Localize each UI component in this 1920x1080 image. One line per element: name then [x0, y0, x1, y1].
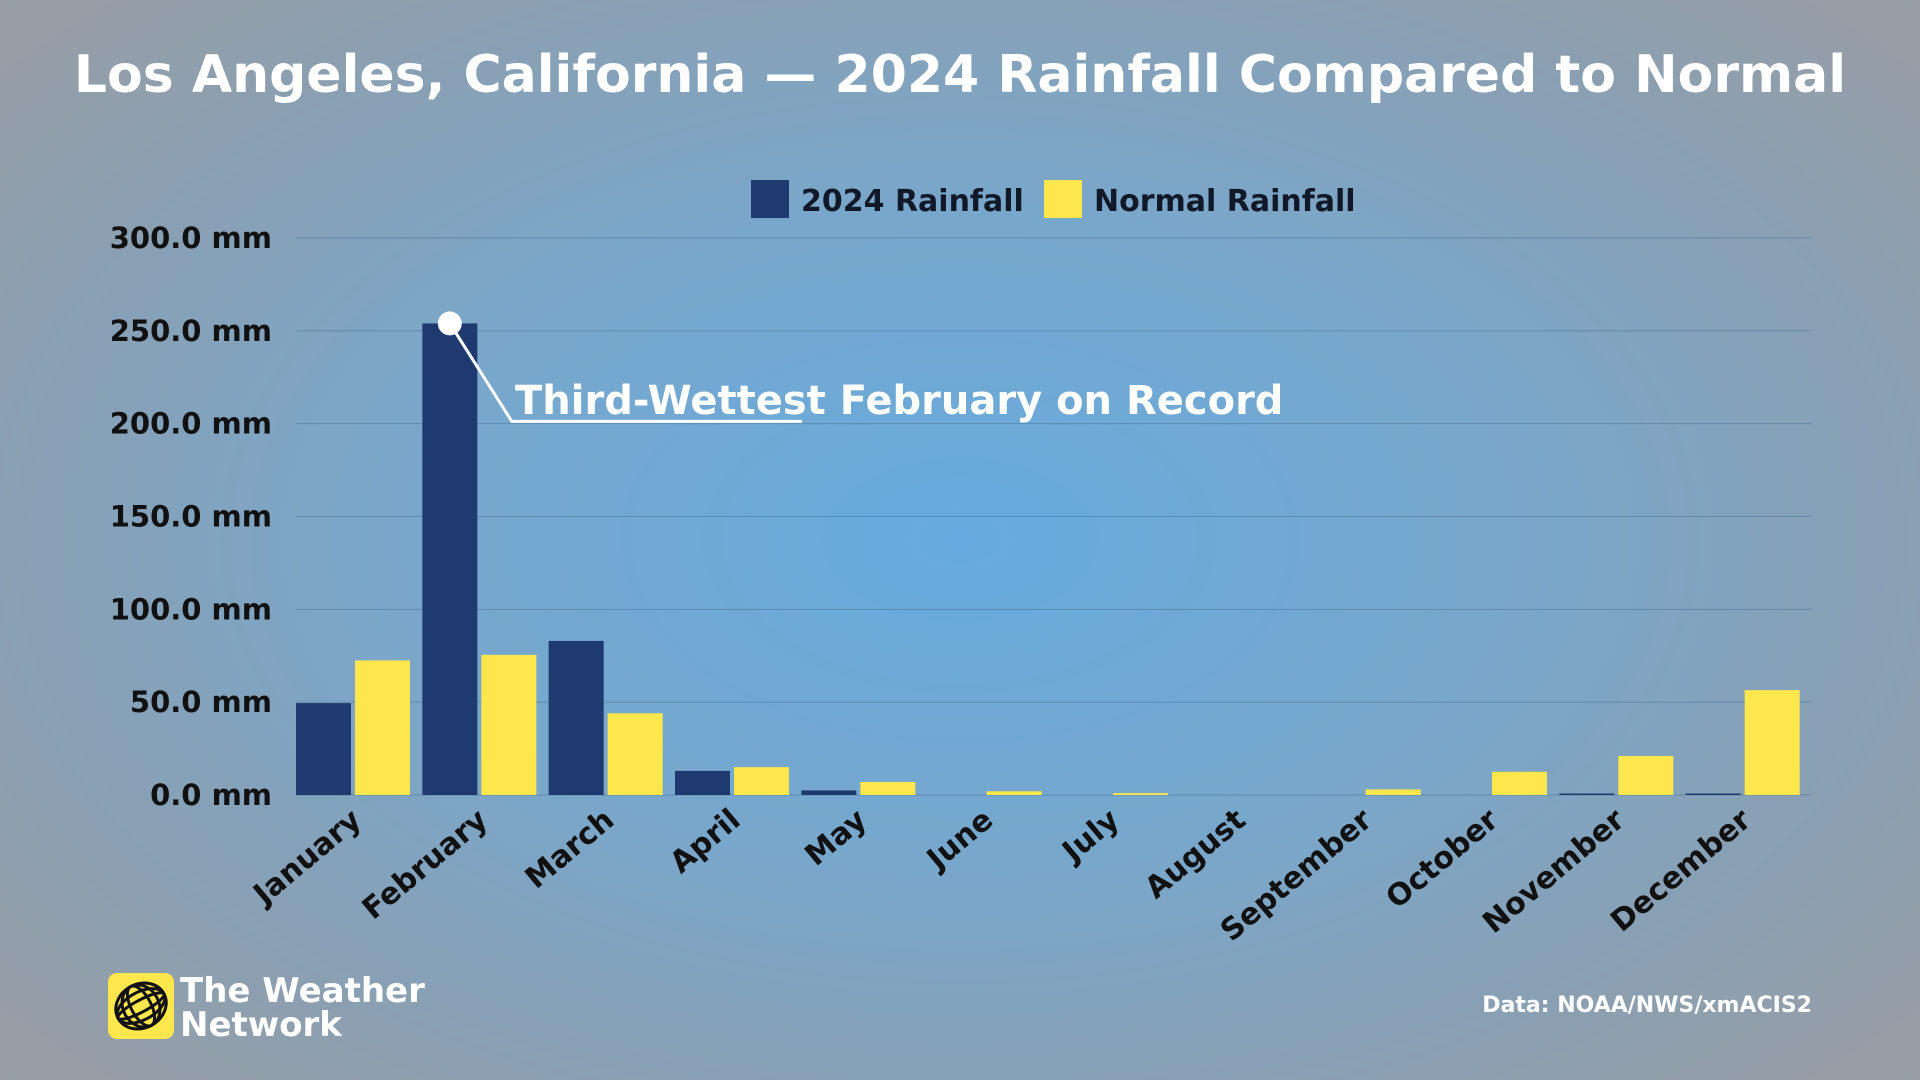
logo-text-line1: The Weather	[180, 971, 425, 1011]
bar-2024-rainfall-may	[801, 790, 857, 795]
bar-2024-rainfall-january	[296, 703, 351, 795]
annotation-text: Third-Wettest February on Record	[515, 378, 1283, 424]
globe-icon-lines	[114, 981, 168, 1031]
y-tick-label: 0.0 mm	[150, 778, 272, 812]
bar-2024-rainfall-february	[422, 323, 478, 795]
x-tick-label-february: February	[356, 802, 495, 927]
bar-normal-rainfall-april	[734, 767, 789, 795]
bar-normal-rainfall-may	[860, 782, 916, 795]
chart-title: Los Angeles, California — 2024 Rainfall …	[74, 45, 1846, 105]
bar-normal-rainfall-september	[1365, 789, 1421, 795]
x-tick-label-may: May	[798, 802, 873, 873]
x-tick-label-july: July	[1055, 802, 1127, 870]
x-tick-label-october: October	[1380, 802, 1506, 916]
y-tick-label: 100.0 mm	[110, 592, 272, 626]
bar-normal-rainfall-december	[1744, 690, 1800, 795]
bar-normal-rainfall-march	[607, 713, 663, 795]
bar-2024-rainfall-april	[675, 770, 730, 795]
y-tick-label: 250.0 mm	[110, 314, 272, 348]
x-tick-label-april: April	[663, 802, 747, 880]
y-tick-label: 50.0 mm	[130, 685, 272, 719]
x-tick-label-august: August	[1139, 802, 1253, 906]
bar-2024-rainfall-november	[1559, 793, 1615, 795]
annotation-marker-dot	[437, 311, 462, 336]
chart-legend: 2024 Rainfall Normal Rainfall	[751, 180, 1356, 219]
bar-2024-rainfall-march	[548, 640, 604, 795]
bar-normal-rainfall-october	[1492, 771, 1547, 795]
x-tick-label-march: March	[519, 802, 621, 896]
annotation-february: Third-Wettest February on Record	[437, 311, 1283, 424]
y-axis-ticks: 0.0 mm 50.0 mm 100.0 mm 150.0 mm 200.0 mm 250…	[110, 221, 272, 812]
bar-normal-rainfall-july	[1113, 793, 1168, 795]
bar-normal-rainfall-february	[481, 654, 537, 795]
bar-normal-rainfall-june	[986, 791, 1042, 795]
x-tick-label-june: June	[919, 802, 1000, 878]
y-tick-label: 300.0 mm	[110, 221, 272, 255]
the-weather-network-logo: The Weather Network	[108, 971, 425, 1045]
y-tick-label: 150.0 mm	[110, 500, 272, 534]
legend-swatch-normal-rainfall	[1044, 180, 1082, 218]
y-tick-label: 200.0 mm	[110, 407, 272, 441]
bar-normal-rainfall-january	[355, 660, 410, 795]
x-tick-label-january: January	[246, 802, 369, 913]
bars	[296, 323, 1800, 795]
annotation-leader-line	[448, 322, 802, 423]
x-tick-label-december: December	[1604, 802, 1758, 939]
logo-text-line2: Network	[180, 1005, 343, 1045]
data-source: Data: NOAA/NWS/xmACIS2	[1482, 993, 1812, 1018]
legend-swatch-2024-rainfall	[751, 180, 789, 218]
bar-2024-rainfall-december	[1685, 793, 1741, 795]
legend-label-normal-rainfall: Normal Rainfall	[1094, 184, 1356, 219]
legend-label-2024-rainfall: 2024 Rainfall	[801, 184, 1024, 219]
bar-normal-rainfall-november	[1618, 756, 1674, 795]
